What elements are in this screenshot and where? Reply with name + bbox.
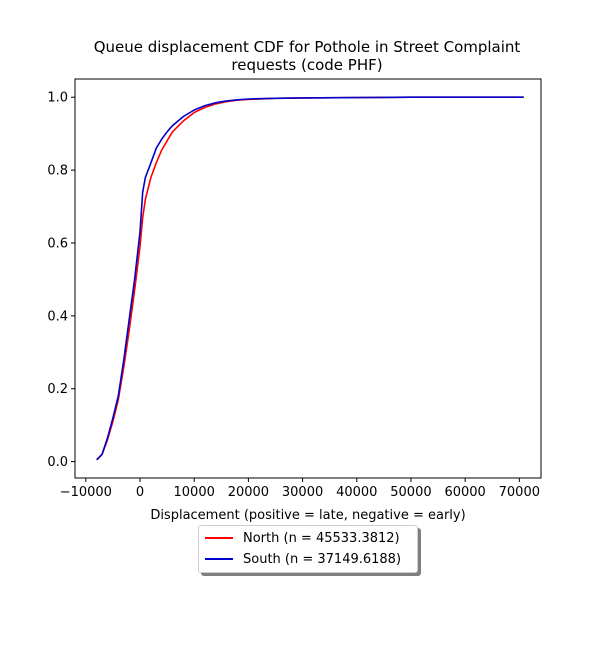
x-tick-label: 30000: [282, 485, 323, 500]
legend-item-south: South (n = 37149.6188): [205, 549, 401, 569]
x-tick-label: 70000: [499, 485, 540, 500]
x-tick-label: 20000: [228, 485, 269, 500]
chart-title: Queue displacement CDF for Pothole in St…: [94, 38, 521, 74]
y-tick-label: 1.0: [47, 91, 68, 106]
y-tick-label: 0.6: [47, 236, 68, 251]
x-tick-label: 40000: [336, 485, 377, 500]
x-tick-label: 60000: [444, 485, 485, 500]
y-tick-label: 0.8: [47, 164, 68, 179]
y-axis-ticks: 0.0 0.2 0.4 0.6 0.8 1.0: [47, 91, 75, 470]
legend-item-north: North (n = 45533.3812): [205, 528, 400, 548]
legend-swatch-south: [205, 558, 233, 560]
chart-title-line: Queue displacement CDF for Pothole in St…: [94, 38, 521, 56]
legend-swatch-north: [205, 537, 233, 539]
y-tick-label: 0.2: [47, 382, 68, 397]
series-line-south: [96, 96, 524, 461]
x-tick-label: 50000: [390, 485, 431, 500]
x-tick-label: −10000: [60, 485, 112, 500]
legend-label-north: North (n = 45533.3812): [243, 530, 400, 546]
y-tick-label: 0.4: [47, 309, 68, 324]
plot-area: [74, 78, 542, 479]
legend: North (n = 45533.3812) South (n = 37149.…: [198, 525, 418, 573]
chart-title-line: requests (code PHF): [231, 56, 382, 74]
x-axis-label: Displacement (positive = late, negative …: [150, 508, 465, 523]
x-axis-ticks: −10000 0 10000 20000 30000 40000 50000 60000 700…: [60, 478, 540, 500]
x-tick-label: 0: [136, 485, 144, 500]
series-lines: [96, 96, 524, 461]
legend-label-south: South (n = 37149.6188): [243, 551, 402, 567]
series-line-north: [96, 96, 524, 461]
x-tick-label: 10000: [174, 485, 215, 500]
y-tick-label: 0.0: [47, 455, 68, 470]
